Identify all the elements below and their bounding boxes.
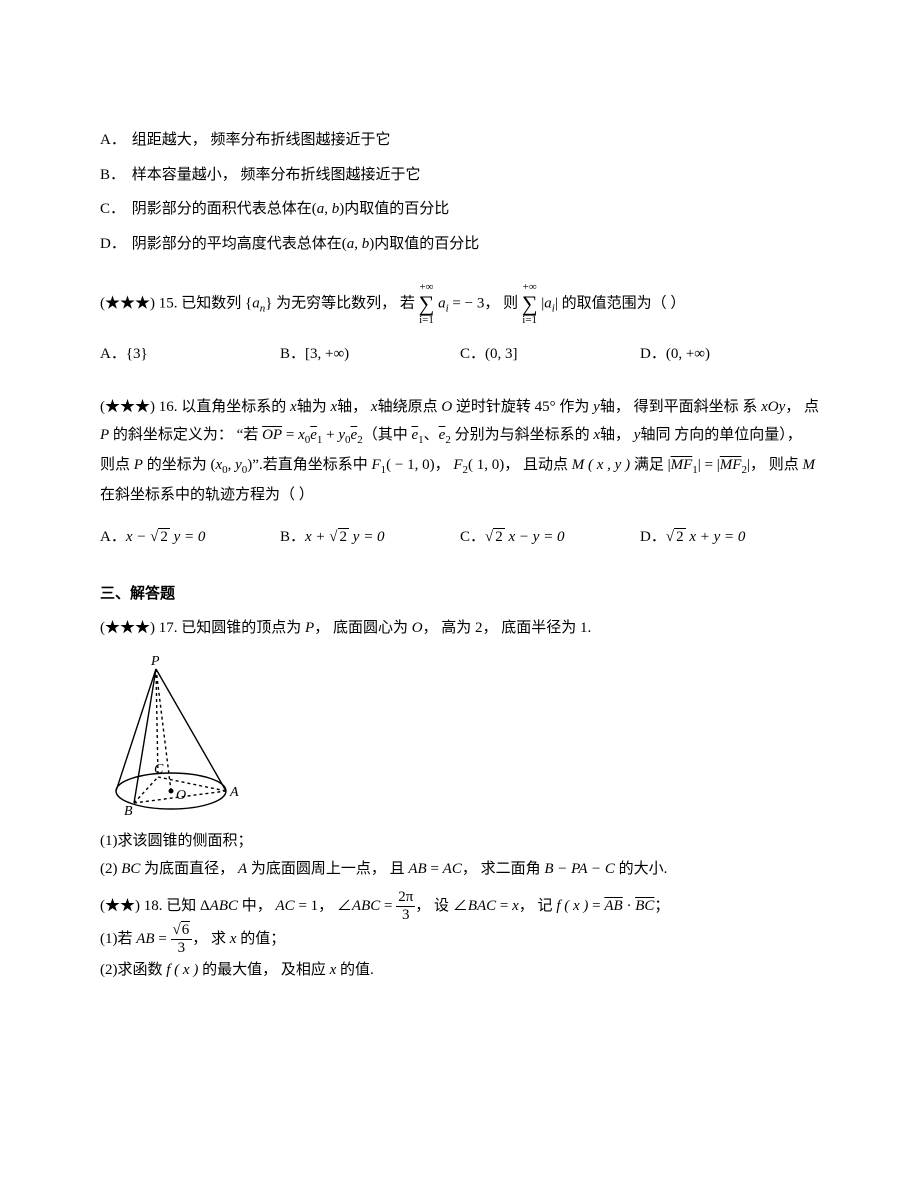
label-A: A [229, 785, 239, 800]
difficulty-stars: (★★★) [100, 399, 159, 415]
q14-option-A: A． 组距越大， 频率分布折线图越接近于它 [100, 126, 820, 155]
question-number: 17. [159, 620, 182, 636]
option-text: 阴影部分的平均高度代表总体在(a, b)内取值的百分比 [132, 236, 480, 252]
q16-option-B: B．x + √2 y = 0 [280, 523, 460, 552]
question-number: 18. [144, 898, 167, 914]
option-text: 样本容量越小， 频率分布折线图越接近于它 [132, 167, 421, 183]
label-P: P [150, 654, 160, 669]
difficulty-stars: (★★★) [100, 295, 159, 311]
q14-option-B: B． 样本容量越小， 频率分布折线图越接近于它 [100, 161, 820, 190]
label-B: B [124, 804, 133, 819]
q15-option-B: B．[3, +∞) [280, 340, 460, 369]
label-C: C [154, 762, 164, 777]
option-text: 组距越大， 频率分布折线图越接近于它 [132, 132, 391, 148]
question-15: (★★★) 15. 已知数列 {an} 为无穷等比数列， 若 +∞∑i=1 ai… [100, 282, 820, 326]
option-text: 阴影部分的面积代表总体在(a, b)内取值的百分比 [132, 201, 450, 217]
q16-option-A: A．x − √2 y = 0 [100, 523, 280, 552]
q16-option-D: D．√2 x + y = 0 [640, 523, 820, 552]
q15-option-C: C．(0, 3] [460, 340, 640, 369]
q15-option-A: A．{3} [100, 340, 280, 369]
option-label: A． [100, 126, 128, 155]
question-16: (★★★) 16. 以直角坐标系的 x轴为 x轴， x轴绕原点 O 逆时针旋转 … [100, 393, 820, 510]
q17-sub2: (2) BC 为底面直径， A 为底面圆周上一点， 且 AB = AC， 求二面… [100, 855, 820, 884]
option-label: C． [100, 195, 128, 224]
question-number: 16. [159, 399, 182, 415]
question-number: 15. [159, 295, 182, 311]
difficulty-stars: (★★★) [100, 620, 159, 636]
q16-options: A．x − √2 y = 0 B．x + √2 y = 0 C．√2 x − y… [100, 523, 820, 552]
difficulty-stars: (★★) [100, 898, 144, 914]
q14-option-C: C． 阴影部分的面积代表总体在(a, b)内取值的百分比 [100, 195, 820, 224]
question-18: (★★) 18. 已知 ΔABC 中， AC = 1， ∠ABC = 2π3， … [100, 890, 820, 923]
cone-diagram: P A B C O [96, 651, 266, 821]
section-3-title: 三、解答题 [100, 580, 820, 609]
q16-option-C: C．√2 x − y = 0 [460, 523, 640, 552]
option-label: D． [100, 230, 128, 259]
sigma-icon: +∞∑i=1 [522, 282, 538, 326]
option-label: B． [100, 161, 128, 190]
sigma-icon: +∞∑i=1 [419, 282, 435, 326]
label-O: O [176, 788, 186, 803]
q17-sub1: (1)求该圆锥的侧面积； [100, 827, 820, 856]
q18-sub2: (2)求函数 f ( x ) 的最大值， 及相应 x 的值. [100, 956, 820, 985]
q14-option-D: D． 阴影部分的平均高度代表总体在(a, b)内取值的百分比 [100, 230, 820, 259]
question-17: (★★★) 17. 已知圆锥的顶点为 P， 底面圆心为 O， 高为 2， 底面半… [100, 614, 820, 643]
q15-options: A．{3} B．[3, +∞) C．(0, 3] D．(0, +∞) [100, 340, 820, 369]
q15-option-D: D．(0, +∞) [640, 340, 820, 369]
q18-sub1: (1)若 AB = √63， 求 x 的值； [100, 923, 820, 956]
